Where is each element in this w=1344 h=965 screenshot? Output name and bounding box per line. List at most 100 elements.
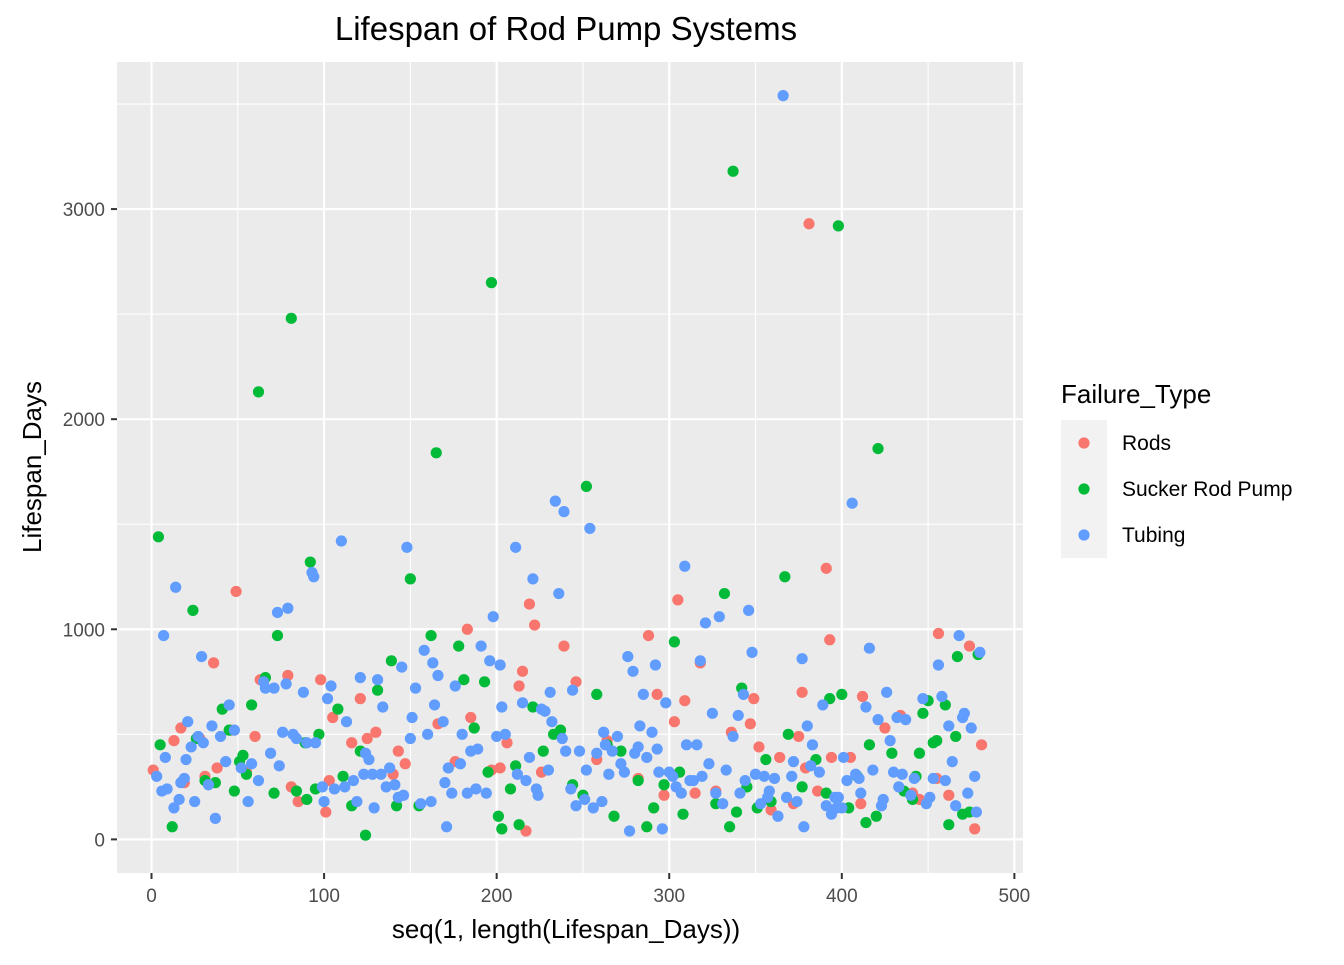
- point-tubing: [908, 772, 920, 785]
- point-tubing: [180, 753, 192, 766]
- point-tubing: [456, 728, 468, 740]
- point-tubing: [817, 699, 829, 711]
- point-tubing: [727, 730, 739, 743]
- point-tubing: [406, 711, 418, 724]
- grid-minor: [117, 62, 1023, 873]
- point-tubing: [523, 751, 536, 764]
- point-sucker-rod-pump: [648, 802, 660, 814]
- point-tubing: [917, 693, 929, 705]
- point-tubing: [339, 781, 351, 793]
- point-tubing: [584, 522, 596, 535]
- point-rods: [461, 623, 473, 635]
- point-sucker-rod-pump: [943, 819, 955, 831]
- point-tubing: [780, 791, 793, 803]
- point-rods: [803, 218, 815, 230]
- point-tubing: [189, 795, 201, 808]
- point-tubing: [510, 541, 522, 553]
- point-tubing: [772, 810, 784, 822]
- point-rods: [361, 732, 373, 745]
- point-tubing: [214, 730, 227, 743]
- point-tubing: [615, 758, 627, 770]
- point-sucker-rod-pump: [917, 707, 929, 719]
- point-tubing: [884, 735, 896, 747]
- point-tubing: [354, 672, 366, 684]
- point-tubing: [924, 791, 936, 803]
- point-rods: [370, 726, 382, 738]
- point-sucker-rod-pump: [668, 636, 681, 648]
- point-tubing: [264, 747, 277, 759]
- point-sucker-rod-pump: [951, 650, 964, 663]
- x-tick-label: 0: [146, 886, 157, 907]
- point-tubing: [758, 770, 770, 782]
- point-sucker-rod-pump: [608, 810, 620, 822]
- point-tubing: [252, 774, 265, 787]
- point-tubing: [606, 745, 618, 757]
- point-sucker-rod-pump: [404, 573, 416, 585]
- point-tubing: [970, 806, 983, 818]
- point-rods: [292, 795, 304, 808]
- point-sucker-rod-pump: [332, 703, 344, 715]
- point-rods: [494, 762, 506, 774]
- y-tick-label: 1000: [63, 620, 105, 641]
- point-sucker-rod-pump: [304, 556, 316, 568]
- legend-marker-tubing: [1078, 529, 1090, 541]
- point-tubing: [706, 707, 718, 719]
- point-rods: [529, 619, 541, 631]
- point-tubing: [532, 789, 544, 801]
- point-sucker-rod-pump: [782, 728, 794, 740]
- point-tubing: [623, 825, 636, 837]
- x-axis-title: seq(1, length(Lifespan_Days)): [392, 914, 740, 944]
- point-tubing: [340, 716, 353, 728]
- point-tubing: [837, 751, 850, 764]
- point-tubing: [891, 711, 903, 724]
- point-rods: [211, 762, 223, 774]
- point-tubing: [679, 560, 691, 572]
- point-tubing: [877, 793, 889, 806]
- point-tubing: [277, 726, 289, 738]
- point-tubing: [441, 821, 453, 833]
- point-tubing: [768, 772, 781, 785]
- point-tubing: [591, 747, 603, 759]
- point-tubing: [549, 495, 561, 507]
- y-tick-label: 2000: [63, 410, 105, 431]
- legend-title: Failure_Type: [1061, 379, 1211, 409]
- point-tubing: [428, 699, 441, 711]
- point-tubing: [318, 795, 330, 808]
- point-tubing: [368, 802, 380, 814]
- point-sucker-rod-pump: [658, 779, 670, 791]
- point-tubing: [651, 743, 663, 755]
- point-tubing: [646, 726, 658, 738]
- point-tubing: [309, 737, 322, 749]
- points-layer: [147, 90, 988, 841]
- point-sucker-rod-pump: [527, 701, 539, 713]
- x-tick-label: 300: [653, 886, 685, 907]
- point-tubing: [470, 783, 482, 795]
- point-tubing: [566, 684, 579, 696]
- point-tubing: [641, 751, 653, 764]
- point-tubing: [553, 587, 565, 600]
- point-sucker-rod-pump: [359, 829, 372, 841]
- point-tubing: [739, 774, 751, 787]
- point-sucker-rod-pump: [492, 810, 504, 822]
- point-sucker-rod-pump: [537, 745, 549, 757]
- point-rods: [570, 676, 582, 688]
- point-tubing: [282, 602, 294, 614]
- point-rods: [879, 722, 891, 734]
- point-rods: [943, 789, 955, 801]
- point-tubing: [717, 798, 729, 810]
- point-tubing: [787, 756, 800, 768]
- point-tubing: [713, 611, 725, 623]
- point-tubing: [206, 720, 218, 732]
- point-tubing: [660, 697, 672, 709]
- point-rods: [812, 785, 824, 797]
- point-tubing: [763, 785, 775, 797]
- point-tubing: [182, 716, 194, 728]
- point-tubing: [389, 779, 401, 791]
- point-tubing: [432, 669, 444, 682]
- point-tubing: [579, 793, 591, 806]
- point-tubing: [896, 768, 908, 780]
- point-tubing: [927, 772, 939, 785]
- point-tubing: [962, 787, 974, 799]
- point-tubing: [653, 766, 665, 778]
- point-rods: [774, 751, 786, 764]
